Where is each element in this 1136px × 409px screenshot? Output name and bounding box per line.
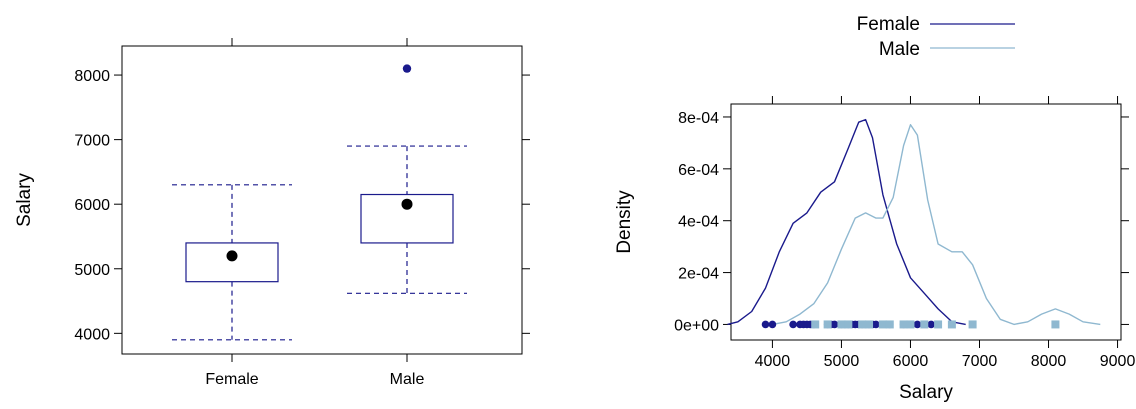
rug-point-male — [885, 320, 894, 329]
rug-point-female — [768, 320, 777, 329]
boxplot-y-tick-label: 6000 — [74, 197, 110, 214]
density-legend: Female Male — [857, 14, 1015, 60]
density-y-tick-label: 4e-04 — [678, 214, 719, 231]
density-y-tick-label: 6e-04 — [678, 162, 719, 179]
boxplot-y-tick-label: 4000 — [74, 326, 110, 343]
density-marks — [727, 118, 1101, 329]
boxplot-panel: 4000 5000 6000 7000 8000 Female Male Salary — [14, 38, 530, 388]
boxplot-y-axis-label: Salary — [14, 173, 35, 227]
density-x-tick-label: 9000 — [1100, 353, 1136, 370]
rug-point-male — [947, 320, 956, 329]
density-x-tick-label: 8000 — [1031, 353, 1067, 370]
density-line-male — [772, 123, 1101, 326]
rug-point-female — [927, 320, 935, 329]
rug-point-female — [761, 320, 770, 329]
rug-point-male — [823, 320, 832, 329]
boxplot-y-axis: 4000 5000 6000 7000 8000 — [74, 68, 530, 343]
boxplot-x-tick-label: Female — [205, 371, 258, 388]
rug-point-male — [811, 320, 820, 329]
density-y-tick-label: 8e-04 — [678, 110, 719, 127]
box-female — [185, 242, 279, 283]
rug-point-male — [837, 320, 846, 329]
rug-point-female — [830, 320, 839, 329]
boxplot-marks — [172, 64, 467, 341]
density-x-tick-label: 4000 — [755, 353, 791, 370]
density-y-tick-label: 2e-04 — [678, 266, 719, 283]
rug-point-male — [899, 320, 908, 329]
density-y-axis: 0e+00 2e-04 4e-04 6e-04 8e-04 — [674, 110, 1129, 334]
density-y-axis-label: Density — [614, 190, 635, 254]
density-y-tick-label: 0e+00 — [674, 317, 719, 334]
rug-point-male — [906, 320, 915, 329]
rug-point-male — [858, 320, 867, 329]
boxplot-x-tick-label: Male — [390, 371, 425, 388]
box-male — [360, 193, 454, 244]
density-x-tick-label: 6000 — [893, 353, 929, 370]
density-x-axis-label: Salary — [899, 382, 953, 403]
boxplot-x-axis: Female Male — [205, 38, 424, 388]
outlier-point — [402, 64, 412, 73]
median-dot — [401, 198, 413, 210]
legend-label-female: Female — [857, 14, 920, 35]
density-frame — [730, 103, 1122, 341]
legend-label-male: Male — [879, 39, 920, 60]
rug-point-female — [872, 320, 880, 329]
rug-point-male — [968, 320, 977, 329]
rug-point-female — [913, 320, 922, 329]
density-x-tick-label: 5000 — [824, 353, 860, 370]
rug-point-female — [789, 320, 797, 329]
rug-point-male — [878, 320, 887, 329]
rug-point-male — [934, 320, 943, 329]
rug-point-male — [844, 320, 853, 329]
median-dot — [226, 250, 238, 262]
boxplot-y-tick-label: 5000 — [74, 262, 110, 279]
rug-point-male — [865, 320, 874, 329]
rug-point-male — [1051, 320, 1060, 329]
boxplot-y-tick-label: 7000 — [74, 133, 110, 150]
density-x-axis: 4000 5000 6000 7000 8000 9000 — [755, 96, 1136, 370]
density-panel: 0e+00 2e-04 4e-04 6e-04 8e-04 4000 5000 6000 70… — [614, 14, 1135, 403]
density-x-tick-label: 7000 — [962, 353, 998, 370]
boxplot-y-tick-label: 8000 — [74, 68, 110, 85]
boxplot-frame — [121, 45, 523, 355]
rug-point-male — [920, 320, 929, 329]
density-line-female — [727, 118, 966, 326]
